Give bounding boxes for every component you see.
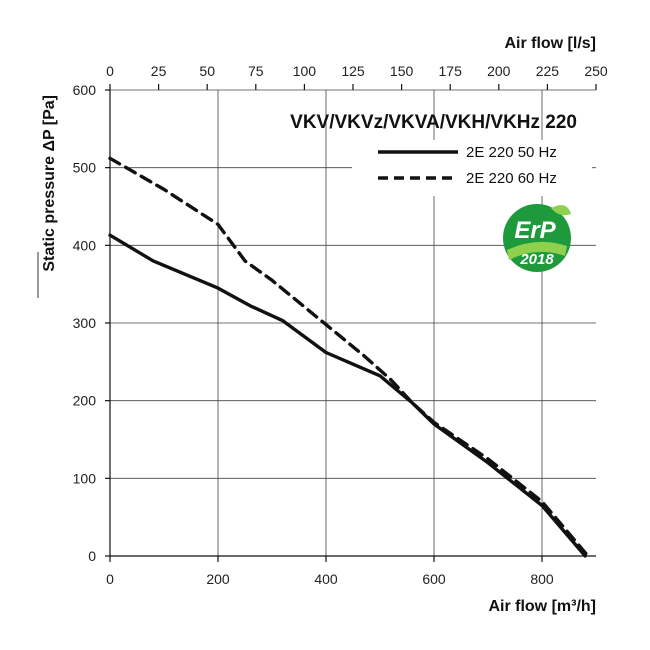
y-tick-label: 0 bbox=[88, 548, 96, 564]
x2-tick-label: 200 bbox=[487, 63, 511, 79]
x2-tick-label: 175 bbox=[439, 63, 463, 79]
y-tick-label: 300 bbox=[73, 315, 97, 331]
x2-tick-label: 50 bbox=[199, 63, 215, 79]
x2-tick-label: 150 bbox=[390, 63, 414, 79]
y-tick-label: 100 bbox=[73, 470, 97, 486]
x2-axis-title: Air flow [l/s] bbox=[504, 35, 596, 52]
x-axis-title: Air flow [m³/h] bbox=[488, 598, 596, 615]
x2-tick-label: 25 bbox=[151, 63, 167, 79]
y-tick-label: 400 bbox=[73, 237, 97, 253]
series-lines bbox=[108, 156, 590, 558]
x2-tick-label: 250 bbox=[584, 63, 608, 79]
legend: 2E 220 50 Hz 2E 220 60 Hz bbox=[378, 144, 557, 187]
legend-label-50hz: 2E 220 50 Hz bbox=[466, 144, 557, 161]
x-tick-label: 600 bbox=[422, 571, 446, 587]
erp-2018-badge: ErP 2018 bbox=[503, 204, 571, 272]
chart-title: VKV/VKVz/VKVA/VKH/VKHz 220 bbox=[290, 112, 577, 133]
x-tick-label: 200 bbox=[206, 571, 230, 587]
y-axis-title: Static pressure ΔP [Pa] bbox=[41, 95, 58, 272]
x-tick-label: 800 bbox=[530, 571, 554, 587]
legend-background bbox=[352, 140, 592, 196]
x2-tick-label: 75 bbox=[248, 63, 264, 79]
erp-badge-label: ErP bbox=[514, 217, 556, 244]
x-tick-label: 0 bbox=[106, 571, 114, 587]
y-tick-label: 500 bbox=[73, 160, 97, 176]
erp-badge-year: 2018 bbox=[519, 251, 554, 268]
x-tick-label: 400 bbox=[314, 571, 338, 587]
erp-leaf-icon bbox=[551, 205, 571, 216]
y-tick-label: 200 bbox=[73, 393, 97, 409]
x2-tick-label: 100 bbox=[293, 63, 317, 79]
x2-tick-label: 125 bbox=[341, 63, 365, 79]
y-tick-label: 600 bbox=[73, 82, 97, 98]
x2-tick-label: 225 bbox=[536, 63, 560, 79]
series-line-60hz bbox=[108, 156, 590, 558]
x2-tick-label: 0 bbox=[106, 63, 114, 79]
series-line-50hz bbox=[108, 233, 587, 558]
tick-labels: 0 100 200 300 400 500 600 0 200 400 600 800 0 25 50 75 1… bbox=[73, 63, 608, 587]
legend-label-60hz: 2E 220 60 Hz bbox=[466, 170, 557, 187]
erp-badge-swoosh bbox=[507, 241, 567, 260]
